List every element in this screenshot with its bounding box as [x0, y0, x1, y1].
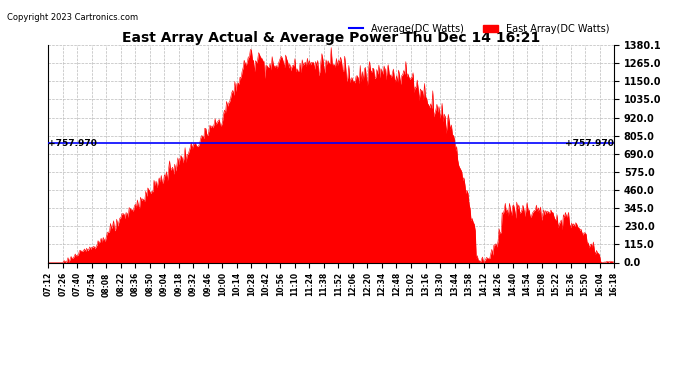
Text: +757.970: +757.970 — [48, 138, 97, 147]
Text: Copyright 2023 Cartronics.com: Copyright 2023 Cartronics.com — [7, 13, 138, 22]
Title: East Array Actual & Average Power Thu Dec 14 16:21: East Array Actual & Average Power Thu De… — [122, 31, 540, 45]
Text: +757.970: +757.970 — [565, 138, 614, 147]
Legend: Average(DC Watts), East Array(DC Watts): Average(DC Watts), East Array(DC Watts) — [348, 24, 609, 34]
